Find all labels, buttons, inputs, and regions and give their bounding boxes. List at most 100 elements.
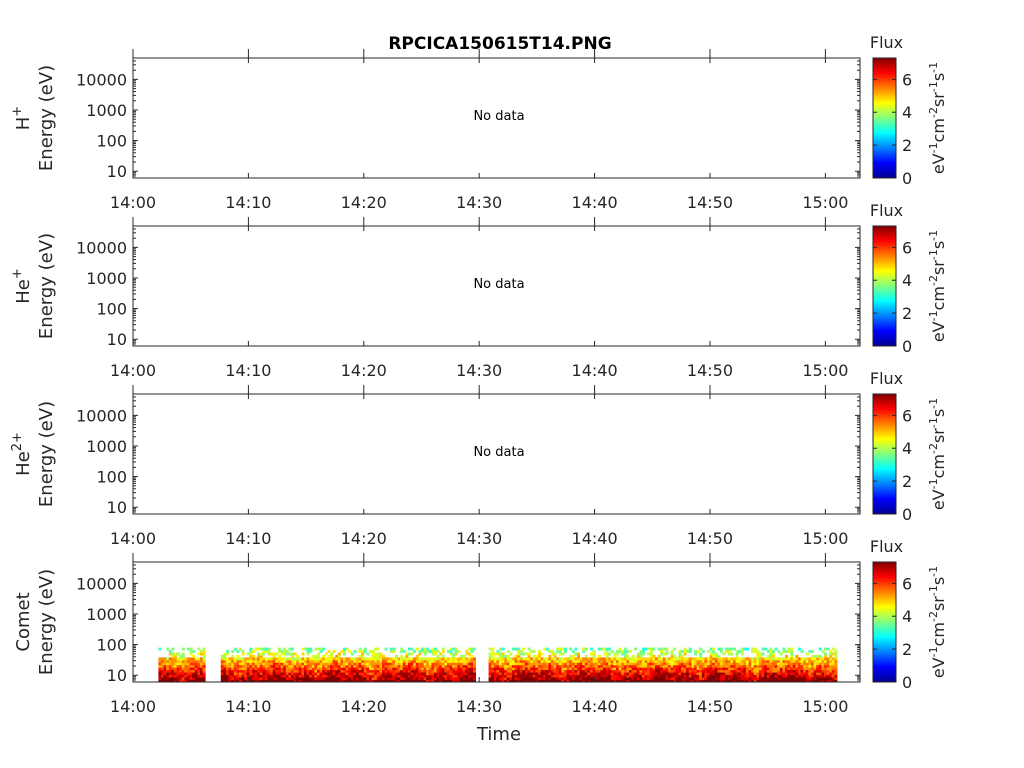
heatmap-cell [200, 657, 203, 661]
heatmap-cell [777, 679, 781, 683]
heatmap-cell [252, 650, 255, 653]
heatmap-cell [353, 679, 357, 683]
units-exponent: -1 [927, 249, 940, 260]
heatmap-cell [512, 659, 515, 663]
heatmap-cell [197, 677, 201, 680]
heatmap-cell [280, 677, 284, 680]
heatmap-cell [181, 647, 185, 651]
heatmap-cell [491, 659, 495, 663]
heatmap-cell [345, 647, 349, 651]
heatmap-cell [584, 647, 588, 651]
heatmap-cell [626, 667, 630, 671]
heatmap-cell [761, 662, 765, 666]
heatmap-cell [452, 679, 456, 683]
heatmap-cell [590, 672, 593, 676]
heatmap-cell [720, 679, 723, 683]
heatmap-cell [558, 669, 562, 673]
heatmap-cell [631, 672, 635, 676]
heatmap-cell [811, 650, 814, 653]
heatmap-cell [400, 664, 404, 668]
heatmap-cell [686, 650, 690, 653]
heatmap-cell [644, 669, 648, 673]
heatmap-cell [730, 647, 734, 651]
heatmap-cell [694, 662, 697, 666]
heatmap-cell [805, 662, 809, 666]
heatmap-cell [291, 664, 294, 668]
heatmap-cell [678, 662, 682, 666]
heatmap-cell [161, 659, 164, 663]
heatmap-cell [506, 650, 510, 653]
heatmap-cell [192, 669, 196, 673]
colorbar-units: eV-1cm-2sr-1s-1 [927, 398, 948, 510]
heatmap-cell [610, 667, 614, 671]
heatmap-cell [184, 659, 188, 663]
heatmap-cell [769, 654, 773, 658]
heatmap-cell [798, 647, 801, 651]
colorbar-tick-label: 0 [902, 505, 912, 524]
heatmap-cell [613, 667, 617, 671]
heatmap-cell [626, 669, 630, 673]
heatmap-cell [556, 672, 560, 676]
heatmap-cell [803, 659, 807, 663]
heatmap-cell [252, 657, 255, 661]
heatmap-cell [561, 652, 565, 656]
heatmap-cell [270, 669, 274, 673]
heatmap-cell [608, 652, 612, 656]
heatmap-cell [327, 659, 331, 663]
heatmap-cell [532, 662, 536, 666]
heatmap-cell [571, 669, 575, 673]
heatmap-cell [787, 669, 791, 673]
heatmap-cell [673, 669, 677, 673]
heatmap-cell [574, 672, 578, 676]
heatmap-cell [457, 662, 461, 666]
heatmap-cell [730, 664, 734, 668]
heatmap-cell [649, 657, 653, 661]
heatmap-cell [343, 659, 346, 663]
heatmap-cell [418, 652, 422, 656]
heatmap-cell [571, 667, 575, 671]
heatmap-cell [324, 667, 328, 671]
heatmap-cell [187, 669, 190, 673]
heatmap-cell [532, 657, 536, 661]
heatmap-cell [668, 679, 671, 683]
heatmap-cell [231, 659, 235, 663]
heatmap-cell [769, 650, 773, 653]
heatmap-cell [668, 674, 671, 678]
heatmap-cell [340, 672, 344, 676]
heatmap-cell [603, 672, 606, 676]
heatmap-cell [746, 662, 749, 666]
heatmap-cell [467, 674, 471, 678]
heatmap-cell [821, 659, 825, 663]
heatmap-cell [686, 679, 690, 683]
heatmap-cell [319, 677, 323, 680]
heatmap-cell [306, 650, 310, 653]
heatmap-cell [694, 650, 697, 653]
heatmap-cell [696, 667, 700, 671]
heatmap-cell [532, 654, 536, 658]
heatmap-cell [561, 657, 565, 661]
heatmap-cell [514, 664, 518, 668]
heatmap-cell [551, 650, 554, 653]
heatmap-cell [410, 652, 414, 656]
heatmap-cell [356, 659, 359, 663]
heatmap-cell [249, 647, 253, 651]
heatmap-cell [652, 664, 656, 668]
heatmap-cell [587, 674, 591, 678]
heatmap-cell [720, 650, 723, 653]
heatmap-cell [226, 657, 229, 661]
heatmap-cell [616, 664, 619, 668]
heatmap-cell [434, 679, 437, 683]
heatmap-cell [309, 664, 313, 668]
heatmap-cell [369, 679, 372, 683]
heatmap-cell [652, 674, 656, 678]
heatmap-cell [491, 654, 495, 658]
heatmap-cell [223, 672, 227, 676]
heatmap-cell [285, 672, 289, 676]
heatmap-cell [397, 674, 401, 678]
heatmap-cell [681, 662, 684, 666]
heatmap-cell [363, 674, 367, 678]
heatmap-cell [249, 659, 253, 663]
heatmap-cell [197, 659, 201, 663]
heatmap-cell [467, 677, 471, 680]
heatmap-cell [324, 662, 328, 666]
